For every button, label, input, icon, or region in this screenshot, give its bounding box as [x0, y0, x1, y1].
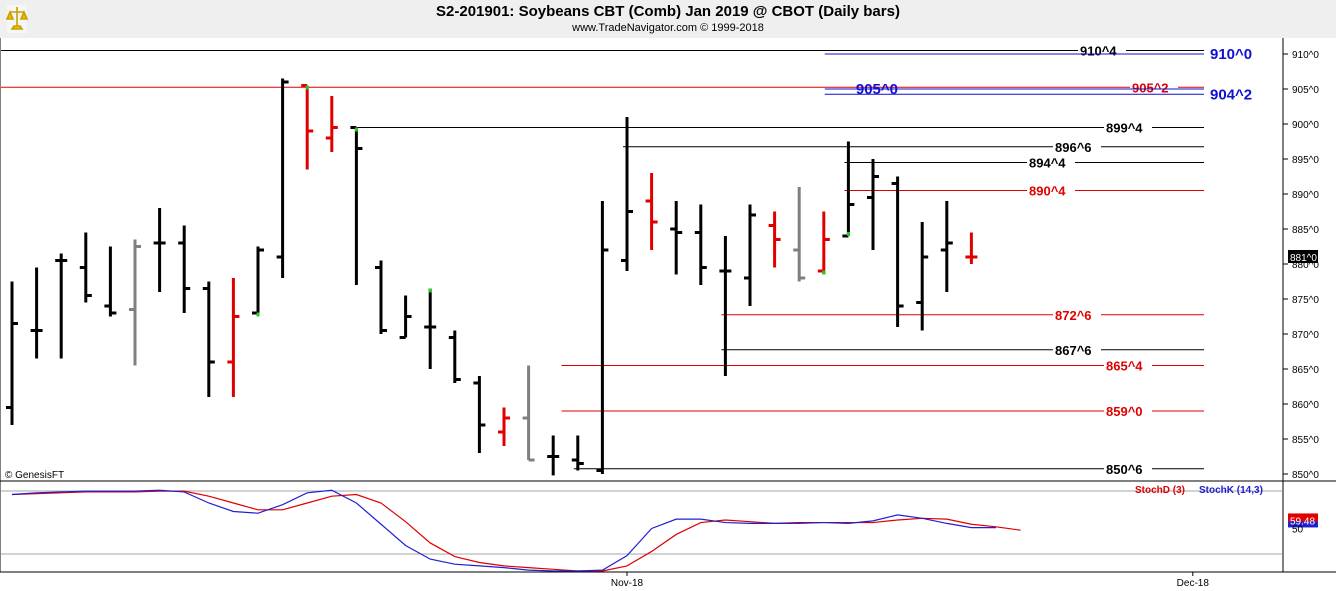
trader-logo-icon — [6, 5, 28, 33]
level-899-4-label-bg — [1104, 120, 1152, 135]
price-axis-tick-label: 885^0 — [1292, 225, 1319, 236]
price-axis-tick-label: 910^0 — [1292, 50, 1319, 61]
stoch-k-line — [11, 489, 996, 572]
chart-title: S2-201901: Soybeans CBT (Comb) Jan 2019 … — [436, 3, 900, 20]
level-865-4-label: 865^4 — [1106, 359, 1143, 374]
stoch-d-label: StochD (3) — [1135, 485, 1185, 496]
level-867-6-label: 867^6 — [1055, 343, 1092, 358]
price-axis-tick-label: 860^0 — [1292, 400, 1319, 411]
price-levels: 910^4 910^0 905^2 905^0 904^2 899^4 896^6894^4… — [1, 43, 1252, 477]
chart-canvas: 850^0 855^0 860^0 865^0 870^0 875^0 880^0 885^0… — [0, 38, 1336, 591]
price-axis-tick-label: 870^0 — [1292, 330, 1319, 341]
ohlc-key-mark — [822, 270, 826, 275]
price-axis-tick-label: 865^0 — [1292, 365, 1319, 376]
last-price-label: 881^0 — [1290, 253, 1317, 264]
price-bars — [6, 78, 978, 476]
price-axis-tick-label: 890^0 — [1292, 190, 1319, 201]
level-905-0-label: 905^0 — [856, 81, 898, 98]
level-910-4-label: 910^4 — [1080, 44, 1117, 59]
price-axis-tick-label: 855^0 — [1292, 435, 1319, 446]
level-899-4-label: 899^4 — [1106, 121, 1143, 136]
ohlc-key-mark — [305, 85, 309, 90]
level-890-4-label: 890^4 — [1029, 184, 1066, 199]
stoch-value-label: 59.48 — [1290, 516, 1315, 527]
level-850-6-label-bg — [1104, 461, 1152, 476]
ohlc-key-mark — [846, 232, 850, 236]
stoch-k-label: StochK (14,3) — [1199, 485, 1263, 496]
watermark: © GenesisFT — [5, 470, 64, 481]
level-867-6-label-bg — [1053, 342, 1101, 357]
last-price-box — [1288, 250, 1318, 263]
price-axis-tick-label: 905^0 — [1292, 85, 1319, 96]
ohlc-key-mark — [354, 127, 358, 132]
ohlc-key-mark — [428, 288, 432, 293]
stoch-value-box-k — [1288, 521, 1318, 528]
price-axis-tick-label: 850^0 — [1292, 470, 1319, 481]
level-890-4-label-bg — [1027, 183, 1075, 198]
stoch-value-box-d — [1288, 513, 1318, 522]
level-865-4-label-bg — [1104, 358, 1152, 373]
level-896-6-label: 896^6 — [1055, 140, 1092, 155]
chart-subtitle: www.TradeNavigator.com © 1999-2018 — [572, 22, 764, 34]
ohlc-key-mark — [256, 312, 260, 317]
price-panel — [0, 38, 1336, 573]
level-894-4-label-bg — [1027, 155, 1075, 170]
price-axis-tick-label: 880^0 — [1292, 260, 1319, 271]
level-905-2-label: 905^2 — [1132, 80, 1169, 95]
level-872-6-label-bg — [1053, 307, 1101, 322]
price-axis-tick-label: 900^0 — [1292, 120, 1319, 131]
level-859-0-label: 859^0 — [1106, 404, 1143, 419]
time-axis-label: Dec-18 — [1177, 578, 1210, 589]
time-axis-label: Nov-18 — [611, 578, 644, 589]
level-905-2-label-bg — [1130, 80, 1178, 95]
level-859-0-label-bg — [1104, 404, 1152, 418]
level-850-6-label: 850^6 — [1106, 462, 1143, 477]
price-axis: 850^0 855^0 860^0 865^0 870^0 875^0 880^0 885^0… — [1283, 50, 1319, 481]
price-axis-tick-label: 875^0 — [1292, 295, 1319, 306]
price-axis-tick-label: 895^0 — [1292, 155, 1319, 166]
level-872-6-label: 872^6 — [1055, 308, 1092, 323]
time-axis: Nov-18 Dec-18 — [611, 572, 1209, 589]
level-894-4-label: 894^4 — [1029, 156, 1066, 171]
level-896-6-label-bg — [1053, 139, 1101, 154]
level-904-2-label: 904^2 — [1210, 86, 1252, 103]
stoch-axis-label: 50 — [1292, 525, 1304, 536]
chart-header: S2-201901: Soybeans CBT (Comb) Jan 2019 … — [0, 0, 1336, 38]
level-910-0-label: 910^0 — [1210, 46, 1252, 63]
